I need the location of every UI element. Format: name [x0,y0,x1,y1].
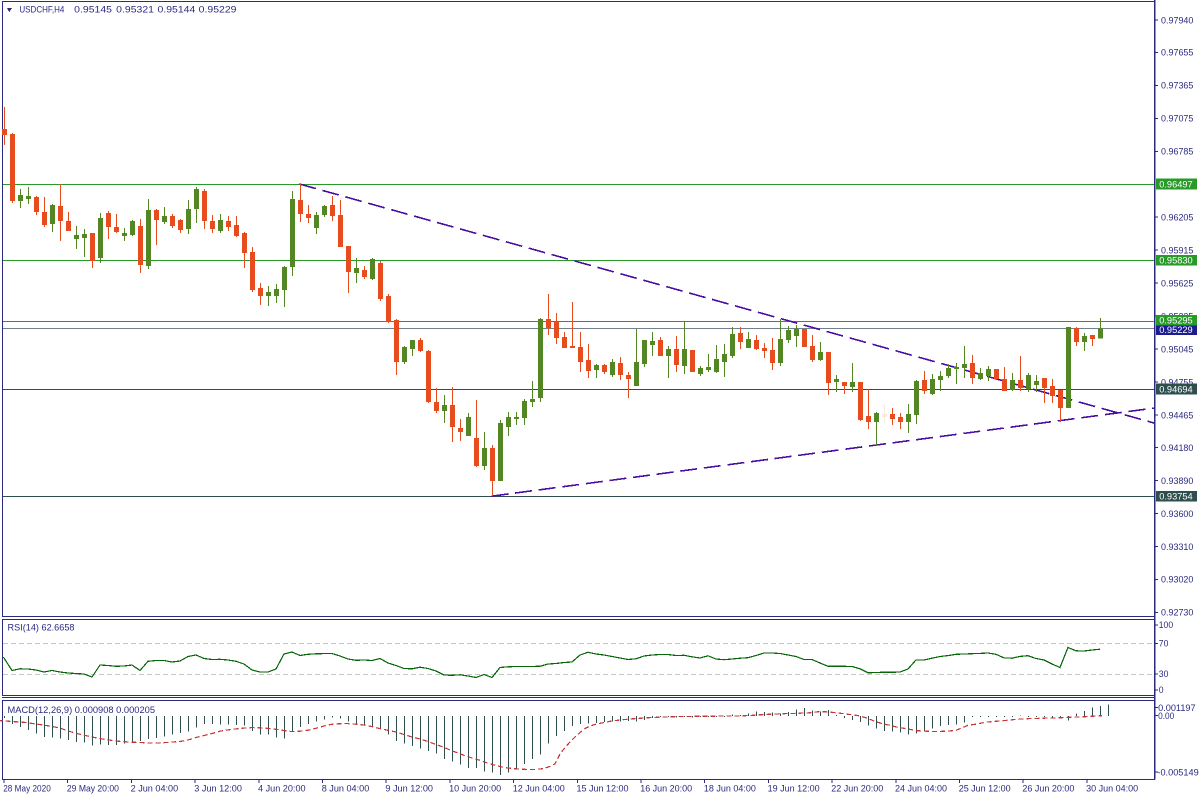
svg-text:0.95915: 0.95915 [1161,246,1193,257]
svg-text:0.95321: 0.95321 [116,5,154,15]
svg-text:0.95295: 0.95295 [1159,316,1193,327]
svg-text:0.95830: 0.95830 [1159,256,1193,267]
svg-text:70: 70 [1159,639,1169,650]
svg-text:19 Jun 12:00: 19 Jun 12:00 [768,784,820,794]
svg-text:0.93890: 0.93890 [1161,476,1193,487]
svg-text:28 May 2020: 28 May 2020 [3,784,51,794]
svg-text:0.94465: 0.94465 [1161,410,1193,421]
svg-text:0.001197: 0.001197 [1158,703,1196,714]
svg-text:30 Jun 04:00: 30 Jun 04:00 [1086,784,1138,794]
svg-text:18 Jun 04:00: 18 Jun 04:00 [704,784,756,794]
svg-text:0.00: 0.00 [1158,711,1174,722]
svg-text:10 Jun 20:00: 10 Jun 20:00 [449,784,501,794]
svg-text:-0.005149: -0.005149 [1157,768,1198,779]
svg-text:0.97075: 0.97075 [1161,114,1193,125]
svg-text:16 Jun 20:00: 16 Jun 20:00 [640,784,692,794]
svg-text:0.95144: 0.95144 [158,5,196,15]
svg-text:100: 100 [1159,620,1173,631]
svg-text:0: 0 [1159,685,1164,696]
svg-text:0.95625: 0.95625 [1161,279,1193,290]
svg-text:0.93020: 0.93020 [1161,575,1193,586]
svg-text:MACD(12,26,9) 0.000908 0.00020: MACD(12,26,9) 0.000908 0.000205 [8,705,156,715]
svg-text:USDCHF,H4: USDCHF,H4 [19,5,64,15]
svg-text:30: 30 [1159,669,1169,680]
svg-text:24 Jun 04:00: 24 Jun 04:00 [895,784,947,794]
svg-text:0.95229: 0.95229 [1159,325,1193,336]
svg-text:0.94180: 0.94180 [1161,443,1193,454]
svg-text:0.97655: 0.97655 [1161,48,1193,59]
svg-text:8 Jun 04:00: 8 Jun 04:00 [322,784,370,794]
svg-text:0.95229: 0.95229 [199,5,237,15]
svg-text:0.95145: 0.95145 [74,5,112,15]
svg-text:0.92730: 0.92730 [1161,608,1193,619]
svg-text:9 Jun 12:00: 9 Jun 12:00 [385,784,433,794]
svg-text:2 Jun 04:00: 2 Jun 04:00 [131,784,179,794]
svg-text:3 Jun 12:00: 3 Jun 12:00 [194,784,242,794]
svg-text:29 May 20:00: 29 May 20:00 [67,784,119,794]
svg-text:0.93310: 0.93310 [1161,542,1193,553]
svg-text:0.96205: 0.96205 [1161,213,1193,224]
svg-text:0.97940: 0.97940 [1161,15,1193,26]
svg-text:0.93600: 0.93600 [1161,509,1193,520]
svg-text:26 Jun 20:00: 26 Jun 20:00 [1022,784,1074,794]
svg-text:0.94755: 0.94755 [1161,377,1193,388]
svg-text:22 Jun 20:00: 22 Jun 20:00 [831,784,883,794]
svg-text:0.94694: 0.94694 [1159,384,1193,395]
svg-text:4 Jun 20:00: 4 Jun 20:00 [258,784,306,794]
svg-text:12 Jun 04:00: 12 Jun 04:00 [513,784,565,794]
svg-text:0.93754: 0.93754 [1159,492,1193,503]
svg-text:15 Jun 12:00: 15 Jun 12:00 [577,784,629,794]
svg-text:0.96785: 0.96785 [1161,147,1193,158]
svg-text:0.97365: 0.97365 [1161,81,1193,92]
svg-text:0.95045: 0.95045 [1161,344,1193,355]
svg-text:RSI(14) 62.6658: RSI(14) 62.6658 [8,623,75,633]
svg-text:25 Jun 12:00: 25 Jun 12:00 [959,784,1011,794]
svg-text:0.96497: 0.96497 [1159,179,1193,190]
